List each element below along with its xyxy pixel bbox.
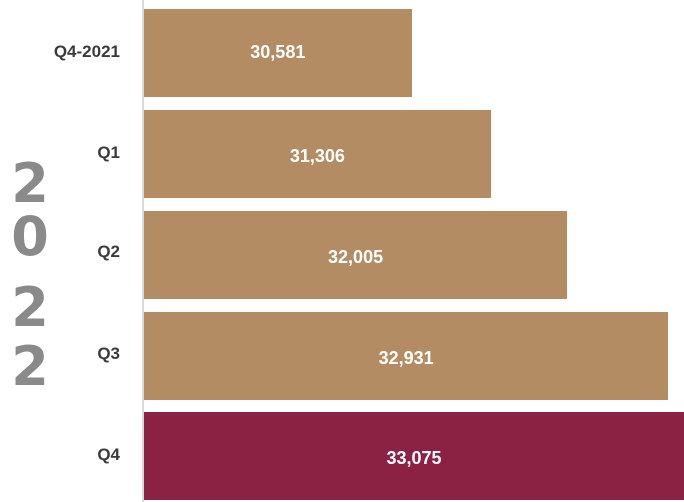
bar-3: [144, 211, 568, 299]
bar-value-label-3: 32,005: [328, 247, 384, 267]
bar-value-label-2: 31,306: [289, 146, 345, 166]
bar-5: [144, 412, 684, 500]
category-label-3: Q2: [97, 242, 120, 261]
bar-2: [144, 110, 491, 198]
bar-1: [144, 9, 412, 97]
category-axis-line: [142, 0, 144, 502]
year-digit-4: 2: [11, 335, 49, 398]
category-label-5: Q4: [97, 445, 120, 464]
year-digit-1: 2: [11, 152, 49, 215]
category-label-4: Q3: [97, 344, 120, 363]
bar-4: [144, 312, 669, 400]
bar-value-label-5: 33,075: [386, 448, 442, 468]
category-label-2: Q1: [97, 143, 120, 162]
category-label-1: Q4-2021: [53, 42, 120, 61]
year-digit-2: 0: [11, 205, 49, 268]
bar-value-label-1: 30,581: [250, 42, 306, 62]
year-digit-3: 2: [11, 276, 49, 339]
bar-value-label-4: 32,931: [378, 348, 434, 368]
